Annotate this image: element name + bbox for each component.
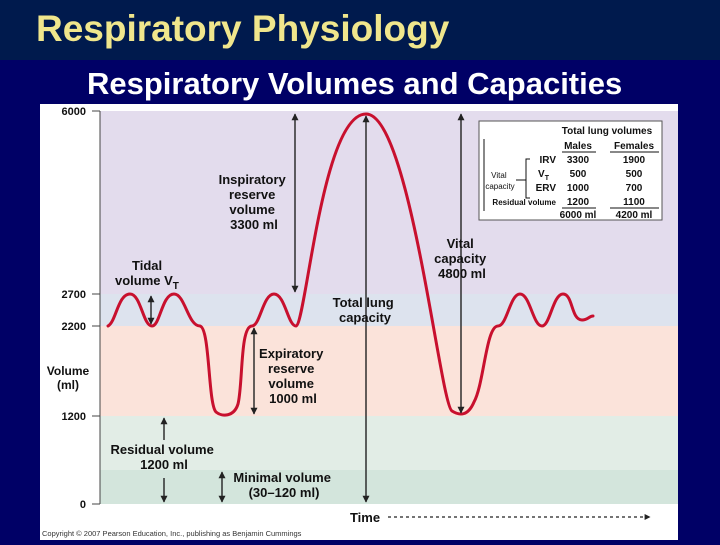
table-col-females: Females — [614, 141, 654, 152]
band-erv — [100, 326, 678, 416]
table-row-vt-letter: V — [538, 169, 545, 180]
table-vital-bracket — [516, 158, 530, 199]
table-row-erv-males: 1000 — [567, 183, 590, 194]
y-tick-2700: 2700 — [62, 289, 86, 301]
tidal-label-line1: Tidal — [132, 258, 162, 273]
vc-label-line3: 4800 ml — [438, 266, 486, 281]
tlc-label-line1: Total lung — [333, 295, 394, 310]
table-vital-label-line1: Vital — [491, 171, 507, 180]
table-box — [478, 120, 663, 221]
slide-subtitle: Respiratory Volumes and Capacities — [87, 66, 623, 101]
table-vital-capacity-label: Vital capacity — [485, 171, 514, 191]
y-tick-2200: 2200 — [62, 321, 86, 333]
y-tick-1200: 1200 — [62, 411, 86, 423]
copyright-text: Copyright © 2007 Pearson Education, Inc.… — [42, 529, 302, 538]
rv-label-line2: 1200 ml — [140, 457, 188, 472]
minimal-label: Minimal volume (30–120 ml) — [233, 470, 334, 500]
irv-label-line1: Inspiratory — [219, 172, 287, 187]
slide-title: Respiratory Physiology — [36, 8, 450, 49]
table-row-vt-subscript: T — [545, 175, 550, 182]
table-title: Total lung volumes — [562, 126, 653, 137]
tlc-label-line2: capacity — [339, 310, 392, 325]
band-minimal — [100, 470, 678, 504]
y-axis-title-line1: Volume — [47, 364, 90, 378]
irv-label-line3: volume — [229, 202, 275, 217]
erv-label-line3: volume — [268, 376, 314, 391]
vc-label: Vital capacity 4800 ml — [434, 236, 490, 281]
table-row-vt-label: VT — [538, 169, 550, 182]
table-total-females: 4200 ml — [616, 210, 653, 221]
tlc-label: Total lung capacity — [333, 295, 398, 325]
lung-volume-diagram: 6000 2700 2200 1200 0 Volume (ml) — [42, 106, 678, 538]
y-axis-title-line2: (ml) — [57, 378, 79, 392]
erv-label: Expiratory reserve volume 1000 ml — [259, 346, 327, 406]
table-col-males: Males — [564, 141, 592, 152]
table-row-erv-label: ERV — [536, 183, 557, 194]
erv-label-line1: Expiratory — [259, 346, 324, 361]
table-total-males: 6000 ml — [560, 210, 597, 221]
rv-label: Residual volume 1200 ml — [111, 442, 218, 472]
time-label: Time — [350, 510, 380, 525]
table-row-irv-males: 3300 — [567, 155, 590, 166]
table-row-irv-females: 1900 — [623, 155, 646, 166]
irv-label: Inspiratory reserve volume 3300 ml — [219, 172, 290, 232]
table-vital-label-line2: capacity — [485, 182, 514, 191]
table-row-vt-males: 500 — [570, 169, 587, 180]
table-row-vt-females: 500 — [626, 169, 643, 180]
tidal-label: Tidal volume VT — [115, 258, 179, 292]
tidal-label-line2: volume V — [115, 273, 173, 288]
band-residual — [100, 416, 678, 470]
y-tick-0: 0 — [80, 499, 86, 511]
minimal-label-line1: Minimal volume — [233, 470, 331, 485]
table-row-rv-females: 1100 — [623, 197, 645, 208]
table-row-erv-females: 700 — [626, 183, 643, 194]
irv-label-line2: reserve — [229, 187, 275, 202]
table-row-rv-males: 1200 — [567, 197, 590, 208]
vc-label-line1: Vital — [447, 236, 474, 251]
erv-label-line2: reserve — [268, 361, 314, 376]
lung-volume-table: Total lung volumes Males Females Vital c… — [478, 120, 663, 221]
spirometry-trace — [106, 112, 595, 417]
erv-label-line4: 1000 ml — [269, 391, 317, 406]
title-bar: Respiratory Physiology — [0, 0, 720, 60]
y-tick-6000: 6000 — [62, 106, 86, 118]
minimal-label-line2: (30–120 ml) — [249, 485, 320, 500]
irv-label-line4: 3300 ml — [230, 217, 278, 232]
rv-label-line1: Residual volume — [111, 442, 214, 457]
table-row-irv-label: IRV — [540, 155, 557, 166]
table-row-rv-label: Residual volume — [492, 198, 556, 207]
lung-volume-figure: 6000 2700 2200 1200 0 Volume (ml) — [40, 104, 678, 540]
vc-label-line2: capacity — [434, 251, 487, 266]
tidal-label-subscript: T — [173, 281, 179, 292]
